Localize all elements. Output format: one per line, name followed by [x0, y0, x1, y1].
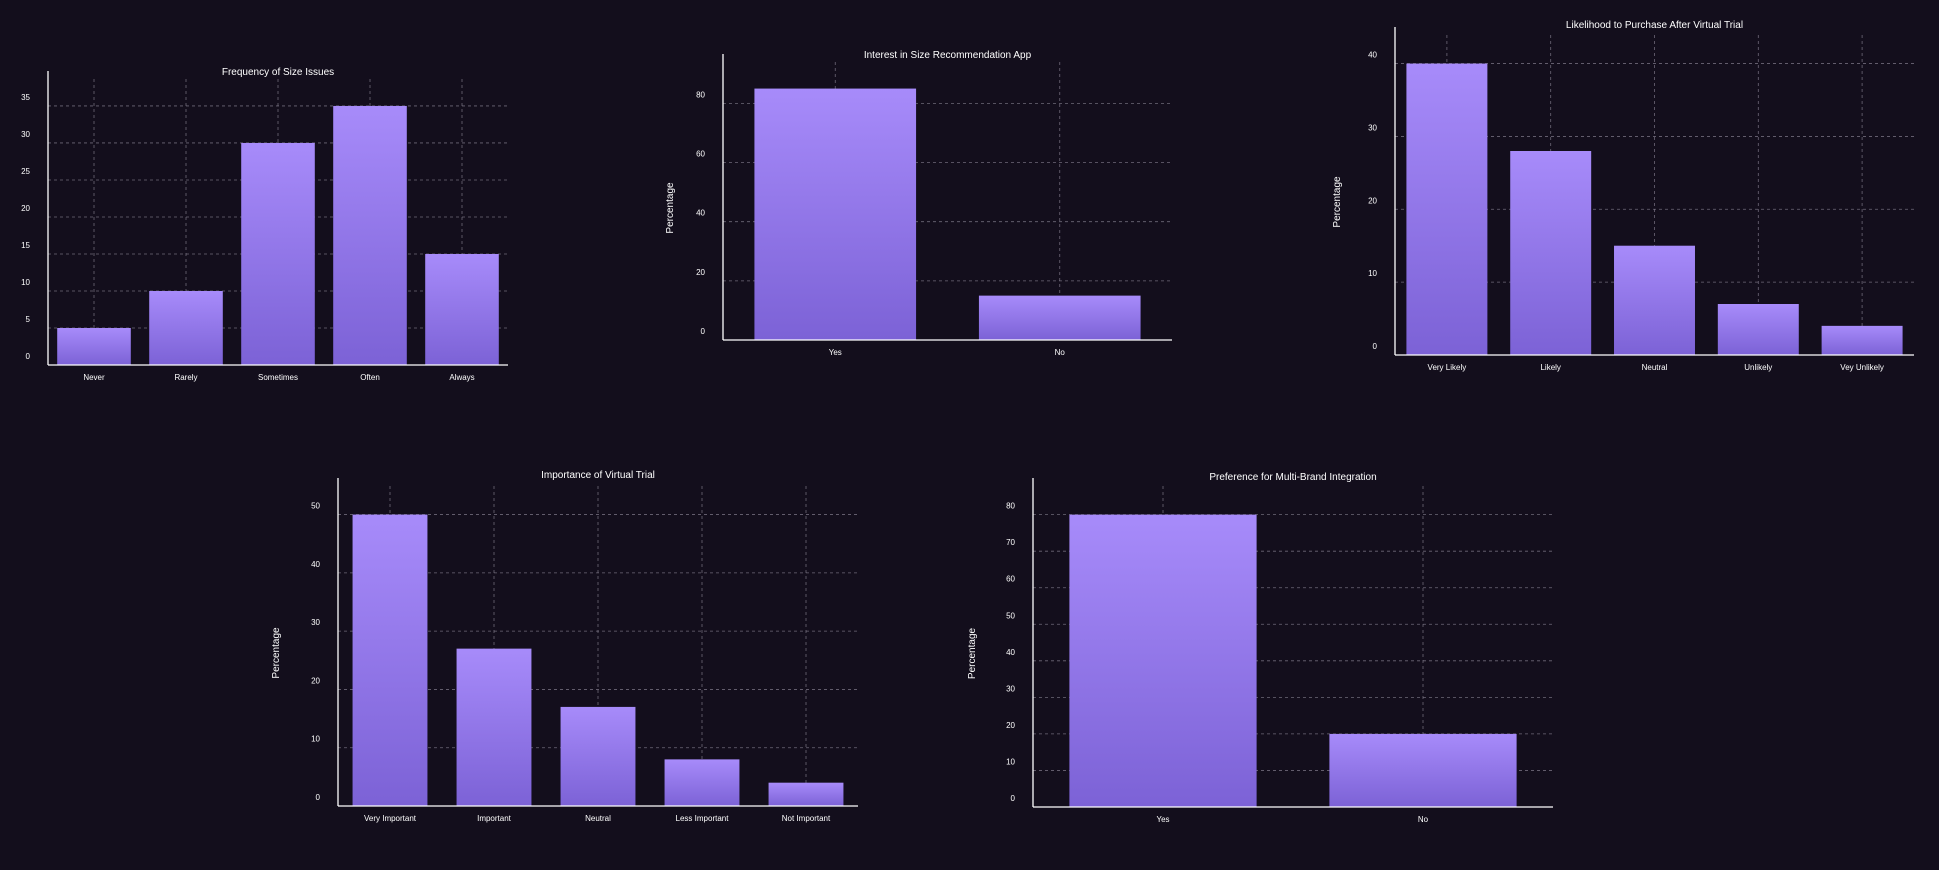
- bar-often: [333, 105, 407, 365]
- y-tick-label: 5: [26, 315, 31, 324]
- x-tick-label: Yes: [829, 348, 842, 357]
- y-tick-label: 30: [1006, 684, 1015, 693]
- x-tick-label: Neutral: [585, 814, 611, 823]
- x-tick-label: Likely: [1540, 363, 1560, 372]
- bar-sometimes: [241, 142, 315, 365]
- x-tick-label: Often: [360, 373, 380, 382]
- y-tick-label: 50: [311, 502, 320, 511]
- x-tick-label: Unlikely: [1744, 363, 1772, 372]
- y-tick-label: 50: [1006, 611, 1015, 620]
- y-tick-label: 40: [696, 209, 705, 218]
- bar-no: [978, 295, 1141, 340]
- x-tick-label: Less Important: [676, 814, 730, 823]
- bar-less-important: [664, 759, 740, 806]
- y-tick-label: 25: [21, 167, 30, 176]
- chart-panel-1: Frequency of Size Issues 0 5 10 15 20 25 30 35 Ne…: [21, 67, 508, 382]
- y-tick-label: 10: [1006, 757, 1015, 766]
- y-tick-label: 60: [696, 150, 705, 159]
- x-tick-label: Vey Unlikely: [1840, 363, 1884, 372]
- bar-always: [425, 253, 499, 365]
- bar-likely: [1510, 151, 1592, 355]
- y-tick-label: 60: [1006, 575, 1015, 584]
- y-axis-label: Percentage: [1332, 176, 1343, 228]
- y-tick-label: 0: [26, 352, 31, 361]
- y-tick-label: 10: [21, 278, 30, 287]
- bar-vey-unlikely: [1821, 325, 1903, 355]
- chart-panel-4: Importance of Virtual Trial 0 10 20 30 40 50 Ve…: [271, 470, 858, 823]
- y-tick-label: 10: [311, 735, 320, 744]
- y-tick-label: 35: [21, 93, 30, 102]
- bar-yes: [1069, 514, 1257, 807]
- chart-panel-3: Likelihood to Purchase After Virtual Tri…: [1332, 20, 1914, 372]
- y-tick-label: 30: [311, 618, 320, 627]
- y-tick-label: 20: [696, 268, 705, 277]
- y-tick-label: 20: [1006, 721, 1015, 730]
- bar-unlikely: [1717, 304, 1799, 355]
- x-tick-label: Very Likely: [1428, 363, 1467, 372]
- y-tick-label: 0: [1011, 794, 1016, 803]
- chart-panel-2: Interest in Size Recommendation App 0 20 40…: [665, 50, 1172, 357]
- bar-never: [57, 327, 131, 365]
- y-tick-label: 0: [701, 327, 706, 336]
- x-tick-label: No: [1055, 348, 1066, 357]
- y-tick-label: 20: [1368, 196, 1377, 205]
- bar-very-important: [352, 514, 428, 806]
- y-axis-label: Percentage: [271, 627, 282, 679]
- bar-no: [1329, 733, 1517, 807]
- y-tick-label: 70: [1006, 538, 1015, 547]
- y-axis-label: Percentage: [967, 627, 978, 679]
- bar-very-likely: [1406, 63, 1488, 355]
- bar-neutral: [560, 706, 636, 806]
- y-tick-label: 80: [1006, 502, 1015, 511]
- x-tick-label: Neutral: [1642, 363, 1668, 372]
- y-axis-label: Percentage: [665, 182, 676, 234]
- x-tick-label: Important: [477, 814, 512, 823]
- y-tick-label: 80: [696, 90, 705, 99]
- y-tick-label: 0: [316, 793, 321, 802]
- y-tick-label: 15: [21, 241, 30, 250]
- chart-title: Interest in Size Recommendation App: [864, 50, 1032, 61]
- chart-title: Likelihood to Purchase After Virtual Tri…: [1566, 20, 1743, 31]
- chart-title: Importance of Virtual Trial: [541, 470, 655, 481]
- bar-not-important: [768, 782, 844, 806]
- bar-yes: [754, 88, 917, 340]
- y-tick-label: 20: [21, 204, 30, 213]
- bar-rarely: [149, 290, 223, 365]
- bar-neutral: [1614, 245, 1695, 355]
- y-tick-label: 40: [1006, 648, 1015, 657]
- y-tick-label: 40: [1368, 51, 1377, 60]
- y-tick-label: 0: [1373, 342, 1378, 351]
- y-tick-label: 10: [1368, 269, 1377, 278]
- x-tick-label: Very Important: [364, 814, 417, 823]
- x-tick-label: Yes: [1156, 815, 1169, 824]
- x-tick-label: Never: [83, 373, 105, 382]
- x-tick-label: Not Important: [782, 814, 831, 823]
- y-tick-label: 30: [1368, 123, 1377, 132]
- x-tick-label: No: [1418, 815, 1429, 824]
- x-tick-label: Always: [449, 373, 474, 382]
- y-tick-label: 40: [311, 560, 320, 569]
- y-tick-label: 30: [21, 130, 30, 139]
- x-tick-label: Sometimes: [258, 373, 298, 382]
- chart-title: Frequency of Size Issues: [222, 67, 334, 78]
- y-tick-label: 20: [311, 676, 320, 685]
- chart-panel-5: Preference for Multi-Brand Integration 0 1…: [967, 472, 1553, 824]
- chart-title: Preference for Multi-Brand Integration: [1209, 472, 1376, 483]
- x-tick-label: Rarely: [174, 373, 197, 382]
- bar-important: [456, 648, 532, 806]
